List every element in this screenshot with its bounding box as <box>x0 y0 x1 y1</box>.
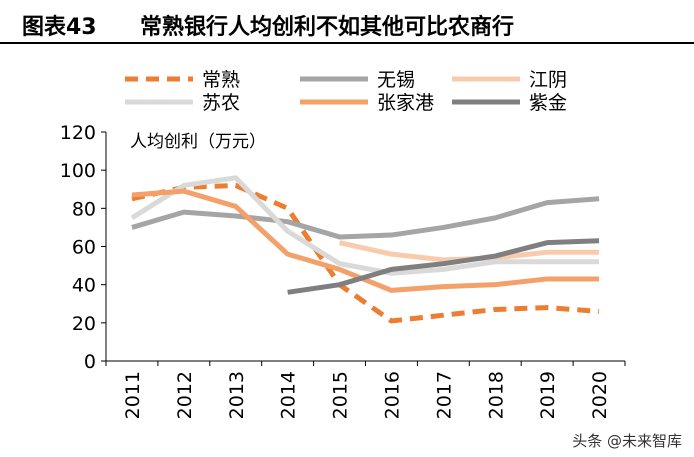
legend-label: 无锡 <box>377 69 415 91</box>
y-tick-label: 120 <box>60 122 96 144</box>
series-line-江阴 <box>339 240 600 263</box>
series-line-常熟 <box>131 182 600 324</box>
x-tick-label: 2014 <box>278 371 300 419</box>
y-axis-label: 人均创利（万元） <box>130 132 266 152</box>
legend-label: 紫金 <box>529 92 567 114</box>
figure-title-bar: 图表43 常熟银行人均创利不如其他可比农商行 <box>0 0 694 44</box>
series-line-苏农 <box>130 175 600 276</box>
legend-label: 苏农 <box>202 92 240 114</box>
legend-label: 常熟 <box>202 69 240 91</box>
chart-series-lines <box>130 175 600 324</box>
legend-label: 江阴 <box>529 69 567 91</box>
x-tick-label: 2017 <box>433 371 455 419</box>
x-tick-label: 2011 <box>122 371 144 419</box>
x-tick-label: 2016 <box>381 371 403 419</box>
x-tick-label: 2013 <box>226 371 248 419</box>
figure-label: 图表43 <box>22 15 97 40</box>
x-tick-label: 2012 <box>174 371 196 419</box>
x-tick-label: 2019 <box>537 371 559 419</box>
series-line-张家港 <box>131 188 600 293</box>
y-tick-label: 20 <box>72 313 96 335</box>
x-tick-label: 2020 <box>589 371 611 419</box>
figure-title: 常熟银行人均创利不如其他可比农商行 <box>140 15 515 40</box>
y-tick-label: 0 <box>84 351 96 373</box>
x-tick-label: 2015 <box>330 371 352 419</box>
series-line-紫金 <box>287 238 600 295</box>
legend-label: 张家港 <box>377 92 434 114</box>
watermark: 头条 @未来智库 <box>572 432 682 450</box>
y-tick-label: 60 <box>72 237 96 259</box>
x-tick-label: 2018 <box>485 371 507 419</box>
y-tick-label: 40 <box>72 275 96 297</box>
series-line-无锡 <box>131 196 600 240</box>
chart-axes: 0 20 40 60 80 100 120 2011 2012 2013 2014 2015 2016 2… <box>60 122 626 419</box>
y-tick-label: 100 <box>60 160 96 182</box>
y-tick-label: 80 <box>72 198 96 220</box>
